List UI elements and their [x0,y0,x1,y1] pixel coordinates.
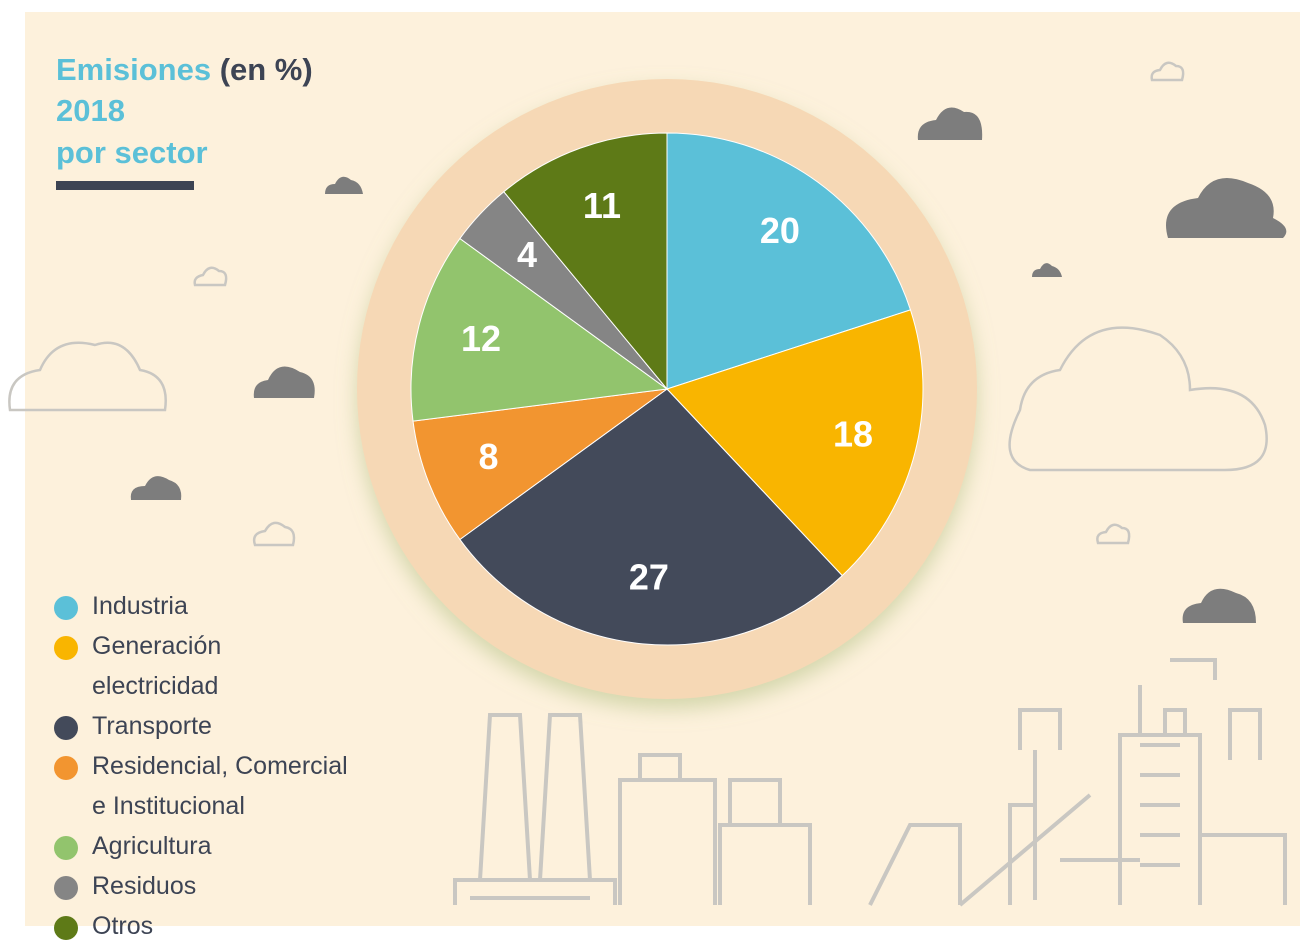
pie-slice [410,237,669,422]
title-main: Emisiones [56,52,211,87]
value-label: 12 [461,318,501,359]
legend-label: Residencial, Comercial e Institucional [92,752,348,820]
legend-item: Generación electricidad [54,632,354,712]
legend-swatch [54,596,78,620]
pie: 20 18 27 8 12 4 11 [410,132,924,646]
title-unit: (en %) [220,52,313,87]
subtitle: 2018 [56,93,125,128]
value-label: 27 [629,557,669,598]
pie-slice [459,388,843,646]
value-label: 20 [760,210,800,251]
value-label: 11 [583,185,621,226]
pie-slice [666,132,912,390]
legend-swatch [54,636,78,660]
legend: Industria Generación electricidad Transpor… [54,592,354,952]
pie-slice [412,388,668,541]
decor-factories [453,658,1287,907]
legend-swatch [54,876,78,900]
chart-title: Emisiones (en %) [56,52,313,87]
legend-label: Agricultura [92,832,212,860]
value-label: 18 [833,413,873,454]
infographic: 20 18 27 8 12 4 11 Emisiones (en %) 2018 por s… [8,12,1300,940]
pie-slice [503,132,668,391]
subtitle: por sector [56,135,208,170]
legend-swatch [54,836,78,860]
legend-item: Transporte [54,712,354,752]
legend-item: Agricultura [54,832,354,872]
legend-label: Transporte [92,712,212,740]
pie-slice [666,309,924,577]
legend-swatch [54,756,78,780]
value-label: 4 [517,234,537,275]
decor-clouds [8,61,1287,623]
legend-label: Residuos [92,872,197,900]
legend-label: Industria [92,592,188,620]
legend-label: Otros [92,912,154,940]
legend-swatch [54,716,78,740]
legend-item: Residencial, Comercial e Institucional [54,752,354,832]
title-rule [56,181,194,190]
legend-swatch [54,916,78,940]
legend-item: Otros [54,912,354,952]
value-label: 8 [478,436,498,477]
legend-item: Residuos [54,872,354,912]
legend-label: Generación electricidad [92,632,222,700]
legend-item: Industria [54,592,354,632]
